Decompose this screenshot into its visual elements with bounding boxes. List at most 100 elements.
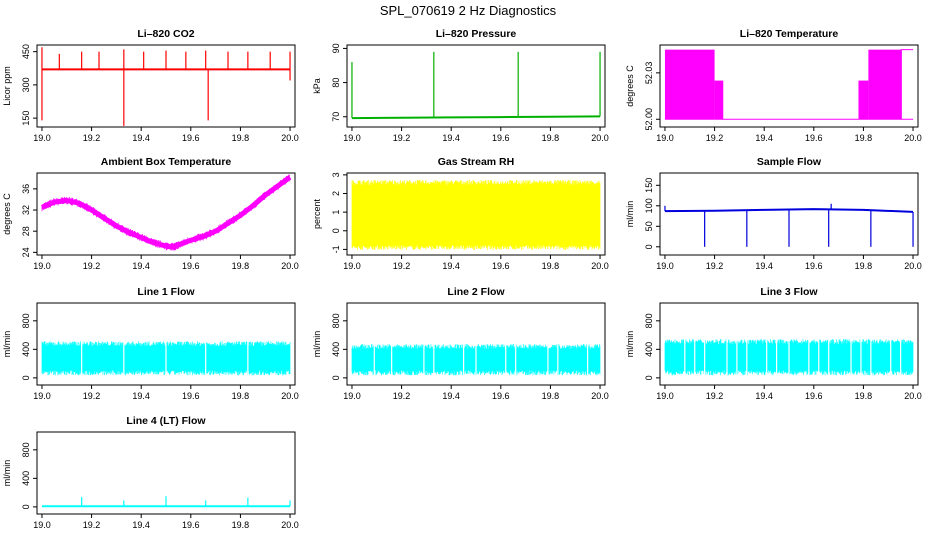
xtick-label-sample-4: 19.8 [855,261,873,271]
xtick-label-co2-0: 19.0 [33,133,51,143]
xtick-label-line1-2: 19.4 [132,391,150,401]
panel-title-rh: Gas Stream RH [438,156,514,168]
panel-co2: Li–820 CO2 19.0 19.2 19.4 19.6 19.8 20.0 150 300… [2,28,299,143]
ytick-label-sample-1: 50 [644,221,654,231]
xtick-label-pressure-5: 20.0 [591,133,609,143]
xtick-label-ambient-4: 19.8 [232,261,250,271]
frame-temperature [659,44,919,128]
xtick-label-pressure-0: 19.0 [343,133,361,143]
panel-title-pressure: Li–820 Pressure [436,28,517,40]
ytick-label-line2-1: 400 [331,342,341,357]
ytick-label-line1-2: 800 [21,313,31,328]
ytick-label-pressure-0: 70 [331,112,341,122]
xtick-label-rh-2: 19.4 [442,261,460,271]
xtick-label-line3-5: 20.0 [904,391,922,401]
series-band-rh [351,179,601,250]
ytick-label-co2-0: 150 [21,111,31,126]
ytick-label-temperature-1: 52.03 [644,62,654,85]
series-band-line2 [351,344,601,376]
ytick-label-line4-1: 400 [21,471,31,486]
ytick-label-temperature-0: 52.00 [644,108,654,131]
ytick-label-line1-1: 400 [21,342,31,357]
ytick-label-line4-0: 0 [21,504,31,509]
xtick-label-line3-4: 19.8 [855,391,873,401]
panel-title-line2: Line 2 Flow [447,286,505,298]
ytick-label-pressure-2: 90 [331,43,341,53]
series-band-line3 [664,339,914,376]
panel-sample: Sample Flow 19.0 19.2 19.4 19.6 19.8 20.0 0 50 10… [625,156,922,271]
panel-rh: Gas Stream RH 19.0 19.2 19.4 19.6 19.8 20.0 -1 0… [312,156,609,271]
plot-area-line4 [42,496,291,508]
ylabel-line3: ml/min [625,331,635,358]
plot-area-sample [664,203,914,247]
ytick-label-line3-1: 400 [644,342,654,357]
xtick-label-pressure-2: 19.4 [442,133,460,143]
xtick-label-co2-3: 19.6 [182,133,200,143]
xtick-label-temperature-2: 19.4 [755,133,773,143]
panel-line3: Line 3 Flow 19.0 19.2 19.4 19.6 19.8 20.0 0 400 8… [625,286,922,401]
xtick-label-co2-2: 19.4 [132,133,150,143]
frame-pressure [346,44,606,128]
ylabel-line1: ml/min [2,331,12,358]
xtick-label-temperature-4: 19.8 [855,133,873,143]
xtick-label-line2-2: 19.4 [442,391,460,401]
ytick-label-ambient-3: 36 [21,184,31,194]
series-band-line1 [41,341,291,376]
ytick-label-rh-2: 1 [331,210,341,215]
ytick-label-line3-0: 0 [644,375,654,380]
xtick-label-line3-3: 19.6 [805,391,823,401]
ytick-label-line1-0: 0 [21,375,31,380]
panel-line1: Line 1 Flow 19.0 19.2 19.4 19.6 19.8 20.0 0 400 8… [2,286,299,401]
xtick-label-line1-1: 19.2 [83,391,101,401]
xtick-label-line4-1: 19.2 [83,520,101,530]
block-temperature-3 [868,49,902,120]
panel-title-line4: Line 4 (LT) Flow [126,415,206,427]
panel-temperature: Li–820 Temperature 19.0 19.2 19.4 19.6 19.8 20… [625,28,922,143]
ytick-label-line2-0: 0 [331,375,341,380]
xtick-label-line2-4: 19.8 [542,391,560,401]
xtick-label-temperature-3: 19.6 [805,133,823,143]
ytick-label-ambient-0: 24 [21,247,31,257]
xtick-label-rh-0: 19.0 [343,261,361,271]
xtick-label-pressure-3: 19.6 [492,133,510,143]
xtick-label-line4-0: 19.0 [33,520,51,530]
frame-rh [346,172,606,256]
plot-area-pressure [351,51,601,120]
xtick-label-sample-1: 19.2 [706,261,724,271]
ytick-label-co2-2: 450 [21,44,31,59]
xtick-label-line1-5: 20.0 [281,391,299,401]
xtick-label-ambient-2: 19.4 [132,261,150,271]
ytick-label-sample-3: 150 [644,178,654,193]
xtick-label-line4-2: 19.4 [132,520,150,530]
panel-line4: Line 4 (LT) Flow 19.0 19.2 19.4 19.6 19.8 20.0… [2,415,299,530]
xtick-label-ambient-0: 19.0 [33,261,51,271]
ytick-label-sample-2: 100 [644,198,654,213]
ytick-label-ambient-2: 32 [21,205,31,215]
xtick-label-line2-0: 19.0 [343,391,361,401]
xtick-label-pressure-1: 19.2 [393,133,411,143]
xtick-label-ambient-3: 19.6 [182,261,200,271]
ytick-label-line4-2: 800 [21,442,31,457]
plot-area-line3 [664,338,914,376]
panel-title-co2: Li–820 CO2 [137,28,194,40]
panel-title-line3: Line 3 Flow [760,286,818,298]
ytick-label-sample-0: 0 [644,244,654,249]
plot-area-ambient [41,174,292,251]
frame-line3 [659,302,919,386]
frame-co2 [36,44,296,128]
xtick-label-line1-3: 19.6 [182,391,200,401]
panel-ambient: Ambient Box Temperature 19.0 19.2 19.4 19.6 1… [2,156,299,271]
xtick-label-ambient-1: 19.2 [83,261,101,271]
plot-area-line2 [351,343,601,376]
plot-area-rh [351,179,601,250]
xtick-label-line4-4: 19.8 [232,520,250,530]
panel-line2: Line 2 Flow 19.0 19.2 19.4 19.6 19.8 20.0 0 400 8… [312,286,609,401]
frame-line4 [36,431,296,515]
xtick-label-line3-1: 19.2 [706,391,724,401]
xtick-label-sample-0: 19.0 [656,261,674,271]
xtick-label-sample-5: 20.0 [904,261,922,271]
xtick-label-sample-2: 19.4 [755,261,773,271]
ytick-label-rh-0: -1 [331,245,341,253]
series-line-ambient-0 [41,175,292,250]
ylabel-sample: ml/min [625,201,635,228]
